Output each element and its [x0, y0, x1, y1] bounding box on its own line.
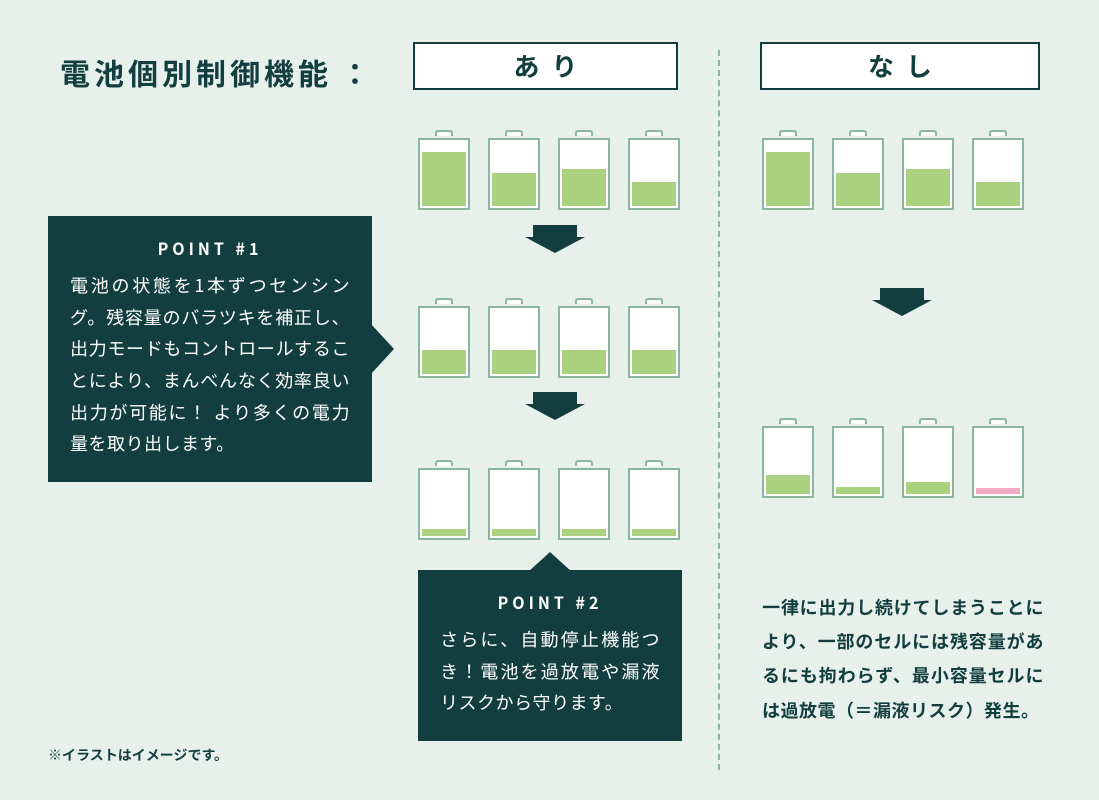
- battery-icon: [558, 298, 610, 378]
- callout-point-1: POINT #1 電池の状態を1本ずつセンシング。残容量のバラツキを補正し、出力…: [48, 216, 372, 482]
- title-colon: ：: [340, 50, 370, 94]
- battery-icon: [558, 460, 610, 540]
- footnote: ※イラストはイメージです。: [48, 745, 228, 765]
- callout-title: POINT #2: [440, 590, 660, 614]
- callout-point-2: POINT #2 さらに、自動停止機能つき！電池を過放電や漏液リスクから守ります…: [418, 570, 682, 741]
- battery-row: [418, 460, 680, 540]
- down-arrow-icon: [872, 288, 932, 316]
- callout-text: 電池の状態を1本ずつセンシング。残容量のバラツキを補正し、出力モードもコントロー…: [70, 270, 350, 460]
- battery-icon: [832, 418, 884, 498]
- battery-row: [418, 130, 680, 210]
- battery-icon: [972, 130, 1024, 210]
- callout-notch-icon: [528, 552, 572, 572]
- battery-icon: [418, 460, 470, 540]
- battery-icon: [418, 298, 470, 378]
- battery-icon: [488, 460, 540, 540]
- battery-icon: [488, 298, 540, 378]
- battery-icon: [418, 130, 470, 210]
- battery-icon: [902, 418, 954, 498]
- battery-icon: [488, 130, 540, 210]
- down-arrow-icon: [525, 392, 585, 420]
- callout-text: さらに、自動停止機能つき！電池を過放電や漏液リスクから守ります。: [440, 624, 660, 719]
- tab-with: あり: [413, 42, 678, 90]
- page-title: 電池個別制御機能：: [60, 50, 370, 94]
- battery-icon: [902, 130, 954, 210]
- down-arrow-icon: [525, 225, 585, 253]
- battery-icon: [762, 130, 814, 210]
- battery-row: [762, 130, 1024, 210]
- callout-notch-icon: [370, 323, 394, 375]
- callout-title: POINT #1: [70, 236, 350, 260]
- battery-row: [762, 418, 1024, 498]
- infographic-canvas: 電池個別制御機能： あり なし POINT #1 電池の状態を1本ずつセンシング…: [0, 0, 1099, 800]
- tab-without: なし: [760, 42, 1040, 90]
- battery-icon: [628, 298, 680, 378]
- battery-icon: [972, 418, 1024, 498]
- battery-row: [418, 298, 680, 378]
- battery-icon: [832, 130, 884, 210]
- title-text: 電池個別制御機能: [60, 50, 332, 94]
- battery-icon: [762, 418, 814, 498]
- without-description: 一律に出力し続けてしまうことにより、一部のセルには残容量があるにも拘わらず、最小…: [762, 590, 1044, 727]
- battery-icon: [558, 130, 610, 210]
- battery-icon: [628, 130, 680, 210]
- divider: [718, 50, 720, 770]
- battery-icon: [628, 460, 680, 540]
